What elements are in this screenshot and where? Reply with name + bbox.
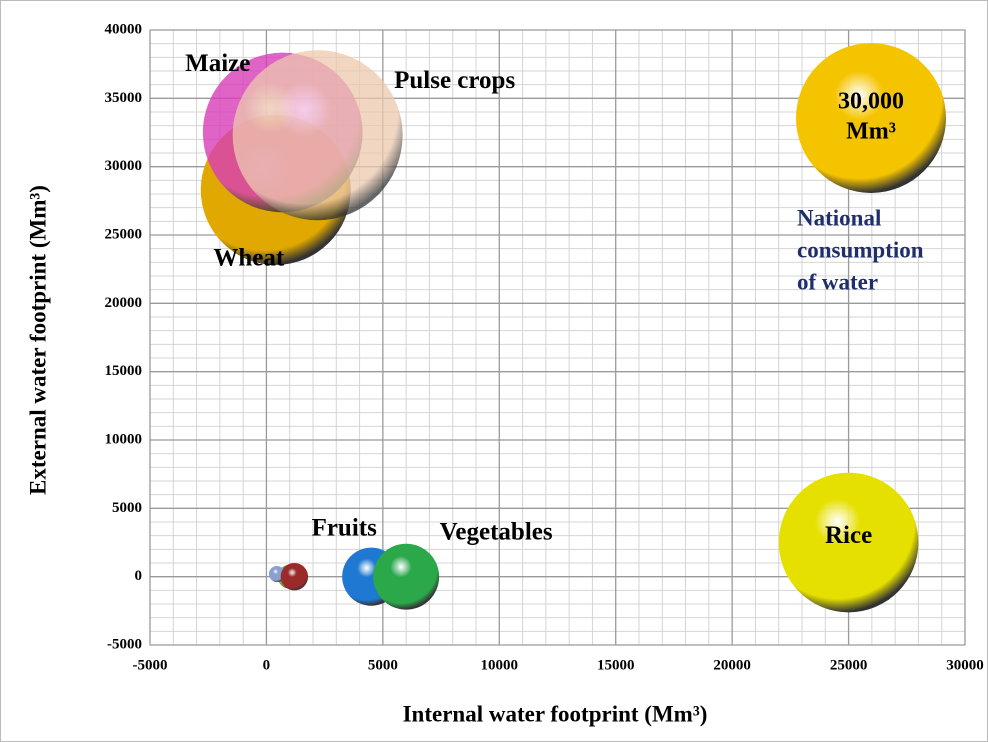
x-tick-label: 25000 [830,657,868,673]
y-tick-label: 10000 [105,431,143,447]
x-tick-label: 20000 [713,657,751,673]
size-reference-caption: consumption [797,237,924,262]
data-label: Maize [185,50,250,77]
y-tick-label: 5000 [112,500,142,516]
data-label: Wheat [213,245,285,272]
x-tick-label: -5000 [133,657,168,673]
y-tick-label: 0 [135,568,143,584]
x-tick-label: 30000 [946,657,984,673]
bubble [232,50,403,221]
size-reference-label: 30,000 [838,89,904,115]
size-reference-caption: of water [797,269,878,294]
y-tick-label: 15000 [105,363,143,379]
size-reference-label: Mm³ [846,119,896,145]
data-label: Vegetables [440,518,553,545]
y-tick-label: 40000 [105,21,143,37]
x-axis-title: Internal water footprint (Mm³) [403,701,708,726]
data-label: Rice [825,522,872,549]
x-tick-label: 10000 [481,657,519,673]
y-tick-label: 20000 [105,295,143,311]
bubble [280,562,309,591]
bubble [373,543,440,610]
y-axis-title: External water footprint (Mm³) [25,185,50,495]
size-reference-caption: National [797,205,881,230]
y-tick-label: 25000 [105,226,143,242]
bubble [778,472,919,613]
x-tick-label: 0 [263,657,271,673]
y-tick-label: 35000 [105,90,143,106]
data-label: Fruits [312,514,378,541]
x-tick-label: 5000 [368,657,398,673]
data-label: Pulse crops [394,67,515,94]
size-reference-bubble [796,43,946,193]
y-tick-label: 30000 [105,158,143,174]
y-tick-label: -5000 [107,636,142,652]
x-tick-label: 15000 [597,657,635,673]
